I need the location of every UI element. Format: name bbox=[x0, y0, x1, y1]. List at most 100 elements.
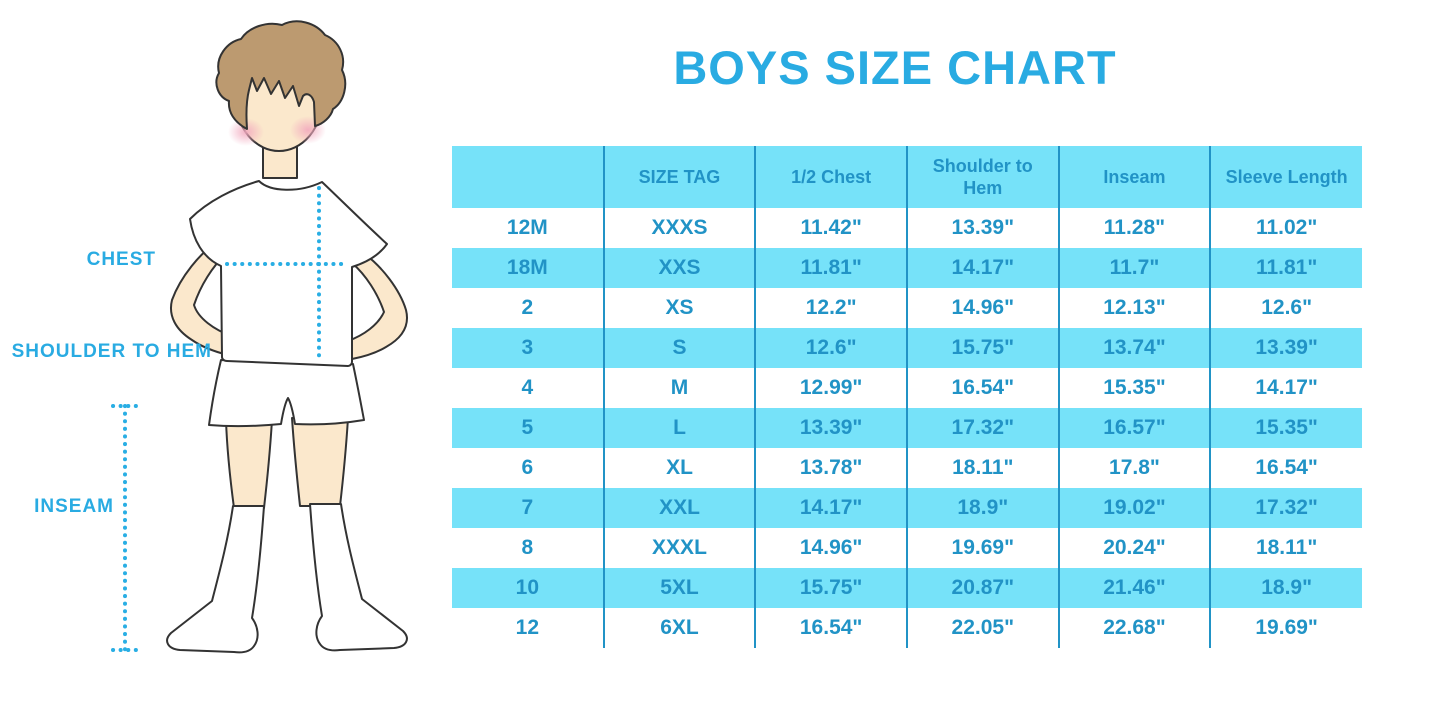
size-tag-cell: XS bbox=[602, 288, 756, 328]
boy-shorts bbox=[208, 359, 365, 428]
half-chest-cell: 12.99" bbox=[754, 368, 907, 408]
header-row: SIZE TAG 1/2 Chest Shoulder to Hem Insea… bbox=[452, 146, 1362, 208]
table-row: 7 XXL 14.17" 18.9" 19.02" 17.32" bbox=[452, 488, 1362, 528]
shoulder-to-hem-cell: 20.87" bbox=[905, 568, 1059, 608]
size-cell: 8 bbox=[521, 536, 534, 559]
boy-measurement-illustration bbox=[111, 20, 408, 654]
column-header-size bbox=[452, 146, 604, 208]
shoulder-to-hem-cell: 14.96" bbox=[905, 288, 1059, 328]
sleeve-length-cell: 18.11" bbox=[1209, 528, 1362, 568]
boy-leg-left bbox=[225, 419, 273, 509]
column-header-size-tag: SIZE TAG bbox=[602, 146, 756, 208]
boy-hair bbox=[215, 20, 347, 130]
sleeve-length-cell: 14.17" bbox=[1209, 368, 1362, 408]
chest-label: CHEST bbox=[86, 249, 156, 270]
inseam-cell: 12.13" bbox=[1057, 288, 1211, 328]
sleeve-length-cell: 19.69" bbox=[1209, 608, 1362, 648]
size-cell: 12M bbox=[506, 216, 548, 239]
inseam-cell: 19.02" bbox=[1057, 488, 1211, 528]
inseam-cell: 21.46" bbox=[1057, 568, 1211, 608]
boy-arm-left bbox=[170, 239, 233, 356]
table-row: 2 XS 12.2" 14.96" 12.13" 12.6" bbox=[452, 288, 1362, 328]
size-cell: 3 bbox=[452, 328, 604, 368]
table-row: 3 S 12.6" 15.75" 13.74" 13.39" bbox=[452, 328, 1362, 368]
half-chest-cell: 13.78" bbox=[754, 448, 907, 488]
table-row: 4 M 12.99" 16.54" 15.35" 14.17" bbox=[452, 368, 1362, 408]
inseam-cell: 11.7" bbox=[1057, 248, 1211, 288]
size-tag-cell: S bbox=[602, 328, 756, 368]
inseam-cell: 22.68" bbox=[1057, 608, 1211, 648]
size-tag-cell: XXS bbox=[602, 248, 756, 288]
inseam-label: INSEAM bbox=[34, 496, 114, 517]
half-chest-cell: 13.39" bbox=[754, 408, 907, 448]
inseam-cell: 11.28" bbox=[1057, 208, 1211, 248]
half-chest-cell: 11.42" bbox=[754, 208, 907, 248]
table-row: 12 6XL 16.54" 22.05" 22.68" 19.69" bbox=[452, 608, 1362, 648]
boy-leg-right bbox=[291, 417, 349, 507]
column-header-sleeve-length: Sleeve Length bbox=[1209, 146, 1362, 208]
table-row: 6 XL 13.78" 18.11" 17.8" 16.54" bbox=[452, 448, 1362, 488]
size-tag-cell: 5XL bbox=[602, 568, 756, 608]
column-header-inseam: Inseam bbox=[1057, 146, 1211, 208]
boy-arm-right bbox=[347, 251, 408, 360]
size-cell: 10 bbox=[452, 568, 604, 608]
table-row: 5 L 13.39" 17.32" 16.57" 15.35" bbox=[452, 408, 1362, 448]
half-chest-cell: 11.81" bbox=[754, 248, 907, 288]
boy-sock-right bbox=[309, 503, 408, 652]
shoulder-to-hem-cell: 19.69" bbox=[905, 528, 1059, 568]
shoulder-to-hem-cell: 22.05" bbox=[905, 608, 1059, 648]
boy-tshirt bbox=[189, 180, 388, 367]
inseam-cell: 15.35" bbox=[1057, 368, 1211, 408]
sleeve-length-cell: 18.9" bbox=[1209, 568, 1362, 608]
page-title: BOYS SIZE CHART bbox=[673, 41, 1117, 94]
shoulder-to-hem-label: SHOULDER TO HEM bbox=[11, 341, 212, 362]
boy-sock-left bbox=[166, 505, 265, 654]
size-tag-cell: XXL bbox=[602, 488, 756, 528]
shoulder-to-hem-cell: 13.39" bbox=[905, 208, 1059, 248]
shoulder-to-hem-cell: 17.32" bbox=[905, 408, 1059, 448]
table-row: 10 5XL 15.75" 20.87" 21.46" 18.9" bbox=[452, 568, 1362, 608]
size-cell: 12 bbox=[515, 616, 539, 639]
size-cell: 2 bbox=[521, 296, 534, 319]
size-tag-cell: XL bbox=[602, 448, 756, 488]
half-chest-cell: 14.17" bbox=[754, 488, 907, 528]
sleeve-length-cell: 12.6" bbox=[1209, 288, 1362, 328]
half-chest-cell: 14.96" bbox=[754, 528, 907, 568]
inseam-cell: 13.74" bbox=[1057, 328, 1211, 368]
size-table: SIZE TAG 1/2 Chest Shoulder to Hem Insea… bbox=[452, 146, 1362, 648]
sleeve-length-cell: 16.54" bbox=[1209, 448, 1362, 488]
column-header-shoulder-to-hem: Shoulder to Hem bbox=[905, 146, 1059, 208]
size-tag-cell: L bbox=[602, 408, 756, 448]
sleeve-length-cell: 11.02" bbox=[1209, 208, 1362, 248]
sleeve-length-cell: 11.81" bbox=[1209, 248, 1362, 288]
sleeve-length-cell: 15.35" bbox=[1209, 408, 1362, 448]
table-row: 18M XXS 11.81" 14.17" 11.7" 11.81" bbox=[452, 248, 1362, 288]
half-chest-cell: 16.54" bbox=[754, 608, 907, 648]
sleeve-length-cell: 13.39" bbox=[1209, 328, 1362, 368]
inseam-cell: 16.57" bbox=[1057, 408, 1211, 448]
shoulder-to-hem-cell: 14.17" bbox=[905, 248, 1059, 288]
shoulder-to-hem-cell: 18.11" bbox=[905, 448, 1059, 488]
table-row: 12M XXXS 11.42" 13.39" 11.28" 11.02" bbox=[452, 208, 1362, 248]
size-tag-cell: M bbox=[602, 368, 756, 408]
table-row: 8 XXXL 14.96" 19.69" 20.24" 18.11" bbox=[452, 528, 1362, 568]
inseam-cell: 20.24" bbox=[1057, 528, 1211, 568]
half-chest-cell: 12.2" bbox=[754, 288, 907, 328]
shoulder-to-hem-cell: 15.75" bbox=[905, 328, 1059, 368]
size-tag-cell: 6XL bbox=[602, 608, 756, 648]
half-chest-cell: 15.75" bbox=[754, 568, 907, 608]
boy-figure bbox=[166, 20, 408, 654]
sleeve-length-cell: 17.32" bbox=[1209, 488, 1362, 528]
measurement-guides bbox=[111, 186, 345, 652]
half-chest-cell: 12.6" bbox=[754, 328, 907, 368]
boy-cheek-left bbox=[228, 118, 264, 146]
size-tag-cell: XXXS bbox=[602, 208, 756, 248]
size-cell: 5 bbox=[452, 408, 604, 448]
size-cell: 6 bbox=[521, 456, 534, 479]
size-tag-cell: XXXL bbox=[602, 528, 756, 568]
shoulder-to-hem-cell: 16.54" bbox=[905, 368, 1059, 408]
shoulder-to-hem-cell: 18.9" bbox=[905, 488, 1059, 528]
size-cell: 4 bbox=[521, 376, 534, 399]
size-cell: 7 bbox=[452, 488, 604, 528]
